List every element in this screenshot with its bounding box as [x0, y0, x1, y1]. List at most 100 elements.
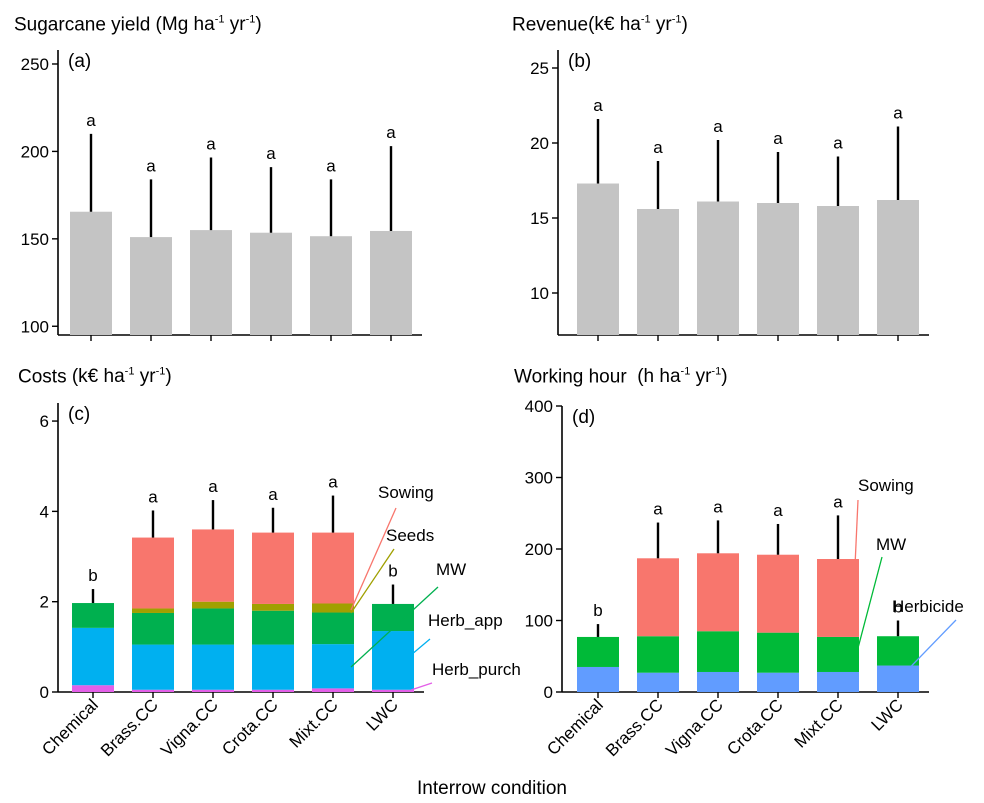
significance-letter-b: a [833, 134, 843, 153]
panel-label-d: (d) [572, 407, 595, 428]
panel-b-title-unit: (k€ ha-1 yr-1) [588, 14, 688, 36]
series-label-c: Sowing [378, 483, 434, 502]
stack-segment-c-herb_app [252, 644, 294, 690]
series-label-c: Seeds [386, 526, 434, 545]
y-tick-label-d: 400 [525, 397, 553, 416]
series-label-d: Sowing [858, 476, 914, 495]
x-tick-label-d: Chemical [543, 695, 607, 759]
y-tick-label-d: 200 [525, 540, 553, 559]
significance-letter-a: a [146, 156, 156, 175]
stack-segment-d-sowing [817, 559, 859, 637]
series-leader-line-c [350, 507, 397, 611]
y-tick-label-b: 10 [530, 284, 549, 303]
significance-letter-a: a [326, 156, 336, 175]
significance-letter-d: a [773, 501, 783, 520]
stack-segment-d-mw [877, 636, 919, 666]
stack-segment-c-mw [72, 603, 114, 628]
bar-b [877, 200, 919, 335]
significance-letter-c: a [208, 477, 218, 496]
stack-segment-c-herb_purch [132, 689, 174, 692]
stack-segment-c-herb_app [372, 631, 414, 690]
stack-segment-c-herb_purch [312, 688, 354, 692]
panel-c-title-main: Costs [18, 366, 67, 388]
y-tick-label-b: 25 [530, 59, 549, 78]
series-label-c: Herb_app [428, 611, 503, 630]
significance-letter-b: a [653, 138, 663, 157]
stack-segment-c-herb_app [72, 627, 114, 686]
bar-a [130, 237, 172, 335]
x-tick-label-d: Brass.CC [602, 695, 667, 760]
series-label-d: MW [876, 535, 906, 554]
panel-label-a: (a) [68, 51, 91, 72]
bar-a [310, 236, 352, 335]
stack-segment-d-herbicide [877, 665, 919, 692]
x-tick-label-c: Brass.CC [97, 695, 162, 760]
panel-c-title: Costs (k€ ha-1 yr-1) [18, 366, 172, 388]
significance-letter-b: a [773, 129, 783, 148]
stack-segment-d-herbicide [637, 672, 679, 692]
series-leader-line-c [410, 638, 431, 656]
y-tick-label-a: 250 [21, 55, 49, 74]
stack-segment-c-herb_purch [72, 685, 114, 692]
stack-segment-d-herbicide [817, 671, 859, 692]
panel-a-title-main: Sugarcane yield [14, 14, 151, 36]
bar-b [637, 209, 679, 335]
y-tick-label-d: 100 [525, 612, 553, 631]
significance-letter-a: a [206, 135, 216, 154]
y-tick-label-c: 6 [40, 412, 49, 431]
y-tick-label-a: 150 [21, 230, 49, 249]
series-leader-line-c [350, 548, 395, 614]
bar-b [817, 206, 859, 335]
stack-segment-d-herbicide [757, 672, 799, 692]
panel-d-title-unit: (h ha-1 yr-1) [637, 366, 728, 388]
stack-segment-c-mw [192, 608, 234, 645]
y-tick-label-d: 300 [525, 469, 553, 488]
x-tick-label-d: Vigna.CC [662, 695, 727, 760]
significance-letter-b: a [893, 104, 903, 123]
significance-letter-d: a [833, 492, 843, 511]
significance-letter-c: a [148, 487, 158, 506]
stack-segment-d-mw [817, 636, 859, 672]
stack-segment-c-sowing [252, 532, 294, 604]
bar-b [757, 203, 799, 335]
stack-segment-d-sowing [757, 554, 799, 633]
series-leader-line-d [852, 499, 859, 611]
panel-a-title: Sugarcane yield (Mg ha-1 yr-1) [14, 14, 262, 36]
stack-segment-d-mw [697, 631, 739, 672]
x-tick-label-d: LWC [868, 695, 907, 734]
panel-label-b: (b) [568, 51, 591, 72]
y-tick-label-c: 2 [40, 593, 49, 612]
panel-a-title-unit: (Mg ha-1 yr-1) [155, 14, 262, 36]
y-tick-label-d: 0 [544, 683, 553, 702]
series-leader-line-d [852, 556, 883, 668]
stack-segment-c-sowing [312, 532, 354, 604]
significance-letter-c: b [388, 562, 397, 581]
bar-a [370, 230, 412, 335]
significance-letter-c: a [268, 485, 278, 504]
stack-segment-c-herb_app [312, 644, 354, 689]
x-axis-title: Interrow condition [417, 778, 567, 799]
series-label-c: Herb_purch [432, 660, 521, 679]
x-tick-label-d: Crota.CC [723, 695, 787, 759]
y-tick-label-b: 20 [530, 134, 549, 153]
significance-letter-d: b [893, 598, 902, 617]
bar-a [190, 230, 232, 335]
significance-letter-a: a [386, 123, 396, 142]
x-tick-label-c: Crota.CC [218, 695, 282, 759]
x-tick-label-c: LWC [363, 695, 402, 734]
series-label-c: MW [436, 560, 466, 579]
stack-segment-c-herb_purch [192, 689, 234, 692]
panel-d-title: Working hour (h ha-1 yr-1) [514, 366, 728, 388]
significance-letter-d: a [653, 500, 663, 519]
stack-segment-c-seeds [132, 608, 174, 613]
panel-d-title-main: Working hour [514, 366, 627, 388]
stack-segment-c-seeds [252, 603, 294, 611]
panel-label-c: (c) [68, 404, 90, 425]
x-tick-label-c: Vigna.CC [157, 695, 222, 760]
stack-segment-c-seeds [192, 601, 234, 609]
stack-segment-c-sowing [132, 537, 174, 609]
stack-segment-c-herb_app [132, 644, 174, 690]
panel-b-title-main: Revenue [512, 14, 589, 36]
series-leader-line-c [410, 682, 433, 691]
